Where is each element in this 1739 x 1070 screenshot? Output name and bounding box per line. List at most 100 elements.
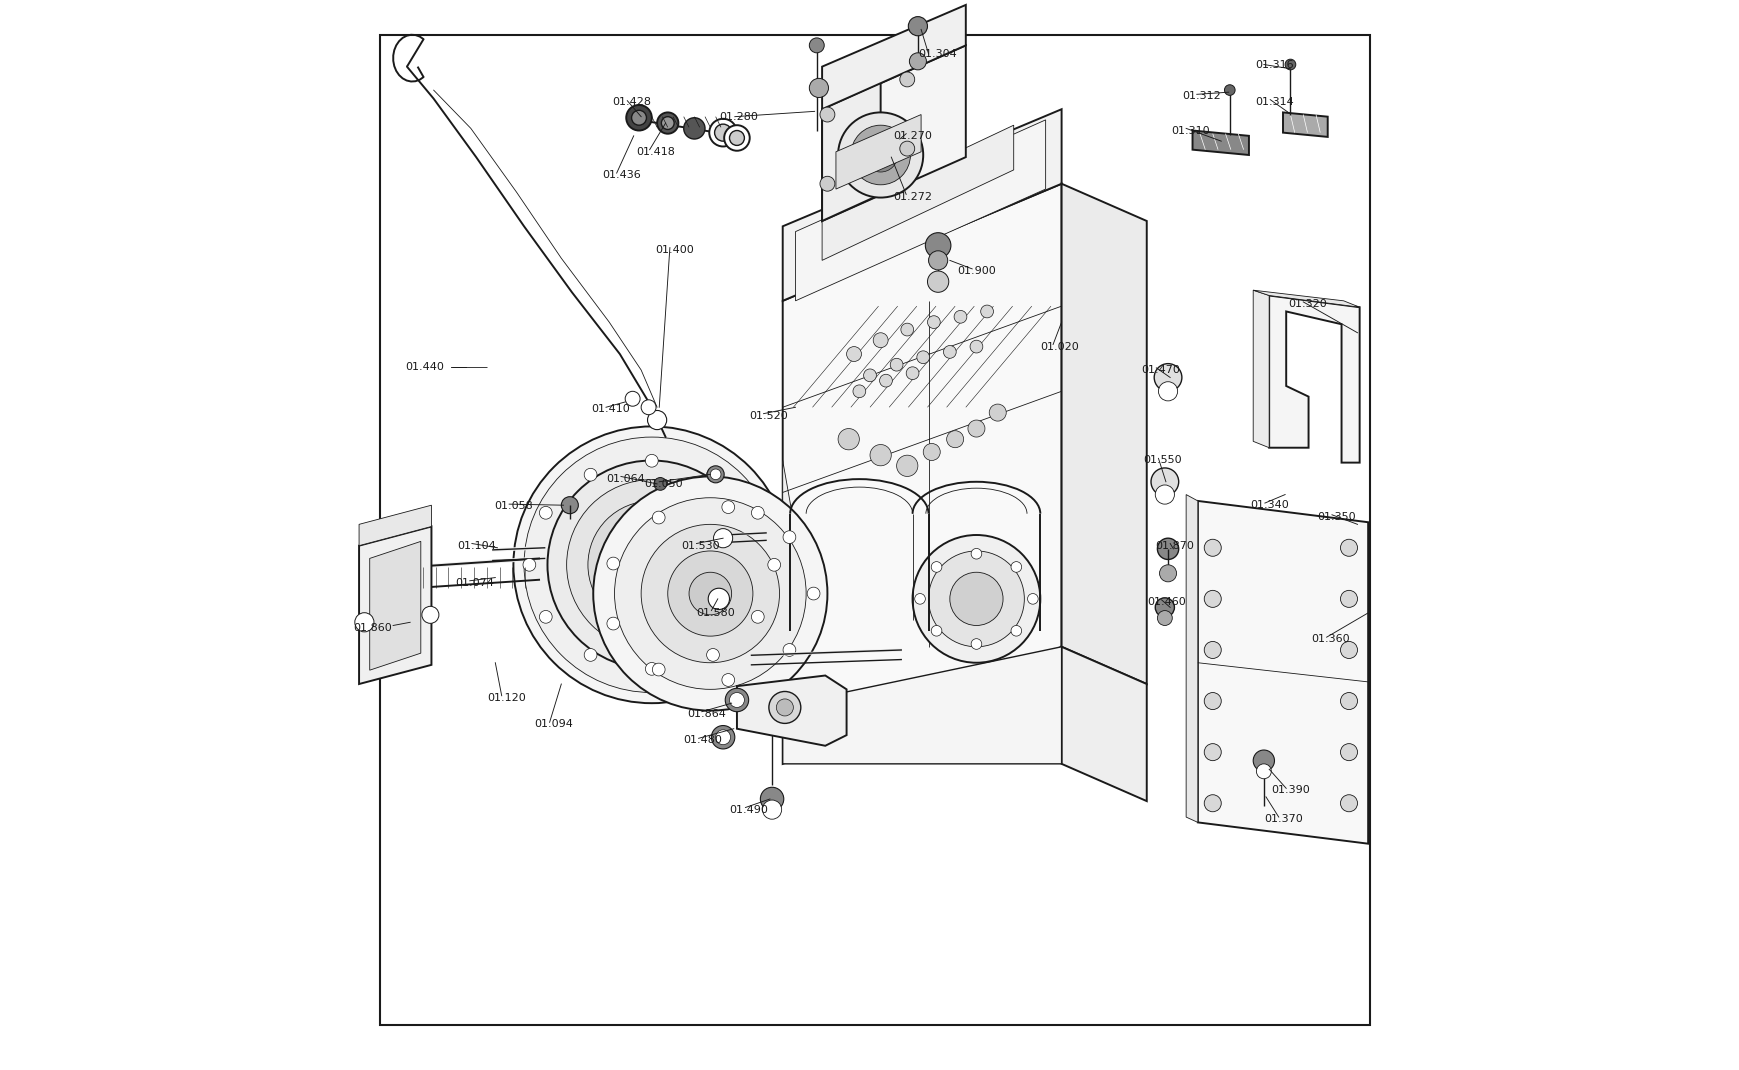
Circle shape <box>949 572 1002 626</box>
Circle shape <box>967 421 984 437</box>
Text: 01.530: 01.530 <box>682 540 720 551</box>
Text: 01.440: 01.440 <box>405 362 443 371</box>
Circle shape <box>970 549 981 559</box>
Circle shape <box>809 78 828 97</box>
Polygon shape <box>795 120 1045 301</box>
Circle shape <box>929 250 948 270</box>
Polygon shape <box>1282 112 1327 137</box>
Circle shape <box>1010 626 1021 636</box>
Polygon shape <box>1268 295 1358 462</box>
Circle shape <box>923 443 939 460</box>
Text: 01.480: 01.480 <box>683 735 722 746</box>
Polygon shape <box>783 646 1061 764</box>
Circle shape <box>523 437 779 692</box>
Polygon shape <box>1252 290 1268 447</box>
Circle shape <box>1158 382 1177 401</box>
Circle shape <box>421 607 438 624</box>
Text: 01.370: 01.370 <box>1263 814 1303 824</box>
Circle shape <box>661 117 673 129</box>
Circle shape <box>624 392 640 407</box>
Text: 01.860: 01.860 <box>353 623 393 632</box>
Circle shape <box>838 429 859 449</box>
Text: 01.280: 01.280 <box>718 111 756 122</box>
Polygon shape <box>783 109 1061 301</box>
Polygon shape <box>821 125 1014 260</box>
Text: 01.020: 01.020 <box>1040 341 1078 352</box>
Circle shape <box>899 72 915 87</box>
Circle shape <box>863 369 876 382</box>
Circle shape <box>953 310 967 323</box>
Text: 01.316: 01.316 <box>1254 60 1294 70</box>
Circle shape <box>946 431 963 447</box>
Circle shape <box>927 316 939 328</box>
Circle shape <box>896 455 918 476</box>
Circle shape <box>1156 611 1172 626</box>
Circle shape <box>1339 591 1356 608</box>
Text: 01.470: 01.470 <box>1141 365 1179 374</box>
Circle shape <box>640 524 779 662</box>
Polygon shape <box>835 114 920 189</box>
Polygon shape <box>821 5 965 109</box>
Circle shape <box>925 232 949 258</box>
Circle shape <box>626 105 652 131</box>
Polygon shape <box>369 541 421 670</box>
Circle shape <box>873 333 887 348</box>
Circle shape <box>819 107 835 122</box>
Circle shape <box>729 131 744 146</box>
Circle shape <box>899 141 915 156</box>
Circle shape <box>711 725 734 749</box>
Circle shape <box>981 305 993 318</box>
Circle shape <box>593 476 828 710</box>
Circle shape <box>838 112 923 198</box>
Circle shape <box>657 112 678 134</box>
Circle shape <box>880 374 892 387</box>
Circle shape <box>1028 594 1038 605</box>
Circle shape <box>722 501 734 514</box>
Circle shape <box>989 404 1005 422</box>
Circle shape <box>1339 692 1356 709</box>
Circle shape <box>890 358 903 371</box>
Circle shape <box>584 648 596 661</box>
Circle shape <box>1203 744 1221 761</box>
Circle shape <box>906 367 918 380</box>
Polygon shape <box>1196 501 1367 843</box>
Text: 01.390: 01.390 <box>1271 785 1309 795</box>
Circle shape <box>1339 641 1356 658</box>
Text: 01.410: 01.410 <box>591 404 630 414</box>
Text: 01.490: 01.490 <box>729 805 769 814</box>
Circle shape <box>607 617 619 630</box>
Polygon shape <box>358 505 431 546</box>
Circle shape <box>1158 565 1176 582</box>
Circle shape <box>562 496 577 514</box>
Text: 01.350: 01.350 <box>1316 511 1355 522</box>
Circle shape <box>607 557 619 570</box>
Circle shape <box>751 506 763 519</box>
Polygon shape <box>821 82 880 221</box>
Circle shape <box>769 691 800 723</box>
Circle shape <box>584 469 596 482</box>
Text: 01.418: 01.418 <box>635 147 675 157</box>
Circle shape <box>706 648 718 661</box>
Polygon shape <box>1191 131 1249 155</box>
Text: 01.272: 01.272 <box>892 192 932 201</box>
Circle shape <box>1010 562 1021 572</box>
Text: 01.304: 01.304 <box>918 49 956 59</box>
Circle shape <box>1155 485 1174 504</box>
Circle shape <box>783 531 795 544</box>
Circle shape <box>776 699 793 716</box>
Circle shape <box>760 788 783 811</box>
Circle shape <box>930 626 941 636</box>
Circle shape <box>710 469 720 479</box>
Circle shape <box>713 529 732 548</box>
Circle shape <box>1339 795 1356 812</box>
Circle shape <box>943 346 956 358</box>
Circle shape <box>725 688 748 712</box>
Text: 01.580: 01.580 <box>696 608 736 617</box>
Circle shape <box>870 444 890 465</box>
Circle shape <box>911 535 1040 662</box>
Circle shape <box>1155 598 1174 617</box>
Text: 01.270: 01.270 <box>892 131 932 141</box>
Circle shape <box>1203 795 1221 812</box>
Circle shape <box>930 562 941 572</box>
Text: 01.050: 01.050 <box>643 479 683 489</box>
